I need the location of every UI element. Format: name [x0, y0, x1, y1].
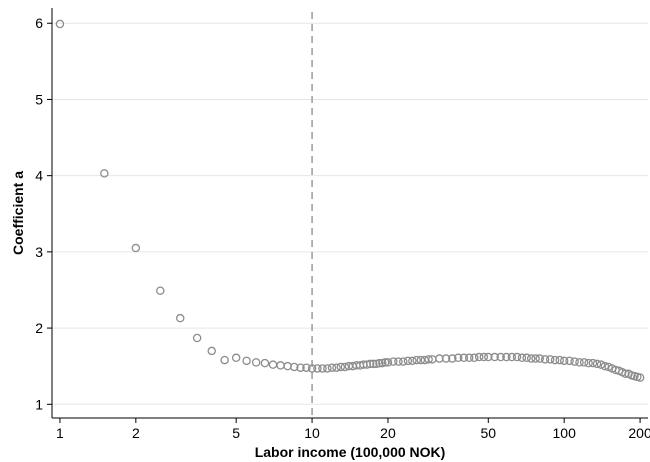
- data-point: [369, 359, 378, 369]
- data-point: [318, 364, 327, 373]
- data-point: [464, 353, 474, 363]
- data-point: [579, 358, 589, 367]
- data-point: [251, 358, 261, 367]
- data-point: [323, 364, 332, 373]
- data-point: [459, 353, 469, 363]
- data-points: [55, 19, 645, 382]
- data-point: [380, 358, 390, 367]
- data-point: [565, 356, 574, 366]
- data-point: [507, 352, 517, 362]
- data-point: [502, 352, 511, 362]
- y-tick-label: 5: [35, 91, 43, 107]
- data-point: [313, 364, 322, 373]
- data-point: [522, 353, 531, 363]
- data-point: [55, 19, 65, 29]
- x-axis-ticks: 1 2 5 10 20 50 100 200: [56, 418, 650, 441]
- data-point: [584, 358, 593, 368]
- data-point: [231, 353, 241, 363]
- data-point: [307, 364, 317, 373]
- data-point: [220, 355, 229, 365]
- x-tick-label: 10: [304, 425, 320, 441]
- data-point: [408, 356, 417, 366]
- x-tick-label: 200: [628, 425, 650, 441]
- x-tick-label: 1: [56, 425, 64, 441]
- data-point: [453, 353, 463, 363]
- y-axis-ticks: 1 2 3 4 5 6: [35, 15, 52, 412]
- x-tick-label: 2: [132, 425, 140, 441]
- data-point: [550, 355, 560, 365]
- y-tick-label: 6: [35, 15, 43, 31]
- data-point: [517, 353, 527, 363]
- x-tick-label: 5: [232, 425, 240, 441]
- data-point: [260, 358, 270, 368]
- data-point: [327, 363, 337, 372]
- data-point: [592, 359, 602, 369]
- data-point: [276, 361, 285, 370]
- data-point: [100, 169, 109, 178]
- y-tick-label: 2: [35, 320, 43, 336]
- data-point: [535, 354, 545, 363]
- data-point: [424, 355, 433, 364]
- data-point: [621, 369, 630, 379]
- data-point: [588, 358, 598, 368]
- data-point: [175, 313, 185, 323]
- x-tick-label: 20: [380, 425, 396, 441]
- data-point: [131, 243, 141, 253]
- data-point: [290, 362, 299, 372]
- data-point: [403, 356, 413, 366]
- data-point: [531, 354, 540, 363]
- data-point: [340, 362, 350, 372]
- y-tick-label: 4: [35, 168, 43, 184]
- data-point: [375, 358, 384, 368]
- data-point: [575, 358, 584, 367]
- data-point: [559, 356, 569, 366]
- data-point: [383, 358, 393, 367]
- data-point: [207, 346, 216, 356]
- data-point: [474, 352, 484, 362]
- data-point: [192, 333, 202, 343]
- gridlines: [52, 22, 648, 405]
- data-point: [570, 357, 579, 366]
- data-point: [635, 373, 645, 382]
- data-point: [332, 363, 341, 372]
- data-point: [302, 363, 311, 372]
- y-tick-label: 3: [35, 244, 43, 260]
- data-point: [484, 352, 493, 362]
- data-point: [540, 355, 550, 364]
- data-point: [512, 352, 522, 362]
- data-point: [448, 354, 457, 363]
- data-point: [479, 352, 489, 362]
- data-point: [394, 357, 403, 366]
- data-point: [296, 363, 305, 372]
- data-point: [365, 359, 375, 369]
- data-point: [470, 353, 479, 363]
- x-tick-label: 50: [481, 425, 497, 441]
- data-point: [555, 355, 564, 365]
- data-point: [490, 352, 499, 362]
- data-point: [156, 286, 165, 295]
- y-tick-label: 1: [35, 396, 43, 412]
- data-point: [596, 360, 606, 369]
- data-point: [600, 361, 610, 371]
- data-point: [336, 362, 346, 372]
- data-point: [416, 355, 426, 365]
- data-point: [389, 357, 398, 366]
- data-point: [399, 357, 408, 366]
- data-point: [412, 355, 421, 365]
- x-axis-title: Labor income (100,000 NOK): [255, 444, 446, 460]
- data-point: [545, 355, 555, 364]
- data-point: [441, 354, 451, 363]
- data-point: [268, 360, 278, 369]
- axes: [51, 8, 648, 419]
- data-point: [526, 354, 536, 363]
- data-point: [242, 356, 251, 366]
- data-point: [496, 352, 505, 362]
- x-tick-label: 100: [553, 425, 577, 441]
- y-axis-title: Coefficient a: [10, 171, 26, 255]
- data-point: [362, 360, 372, 369]
